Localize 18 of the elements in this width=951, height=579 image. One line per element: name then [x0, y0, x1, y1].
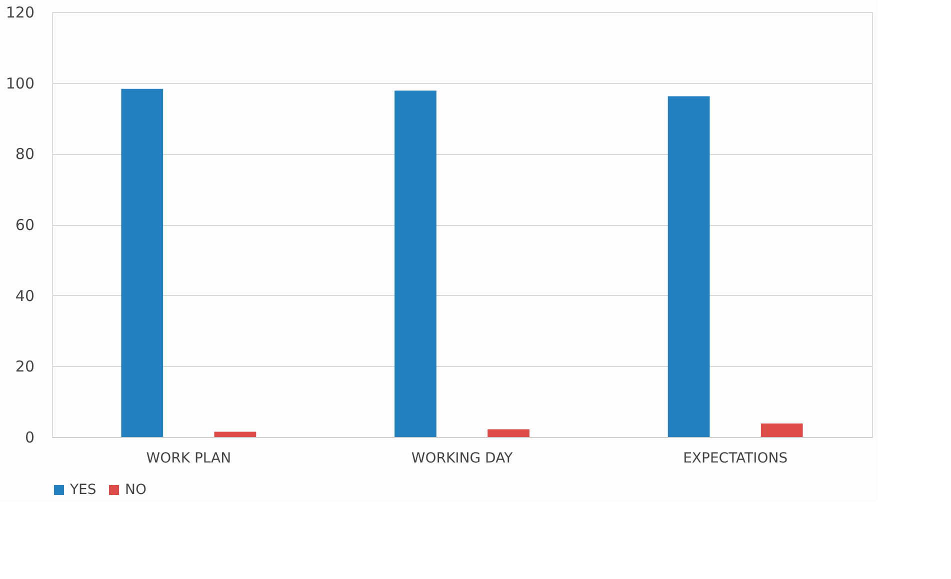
bar: [121, 88, 164, 437]
y-tick-label: 60: [15, 216, 34, 234]
x-tick-label: EXPECTATIONS: [683, 450, 788, 466]
bar: [214, 432, 256, 437]
y-tick-label: 40: [15, 286, 34, 305]
legend-label: YES: [69, 482, 96, 498]
bar: [394, 90, 436, 437]
bar: [760, 424, 803, 437]
y-tick-label: 20: [15, 358, 34, 376]
y-tick-label: 80: [15, 145, 34, 164]
x-tick-label: WORK PLAN: [146, 450, 232, 466]
y-tick-label: 100: [6, 74, 34, 92]
y-tick-label: 0: [24, 428, 34, 446]
bar: [488, 429, 530, 437]
bar: [668, 96, 710, 437]
legend-label: NO: [125, 482, 146, 498]
x-tick-label: WORKING DAY: [411, 450, 514, 466]
y-tick-label: 120: [6, 4, 34, 22]
